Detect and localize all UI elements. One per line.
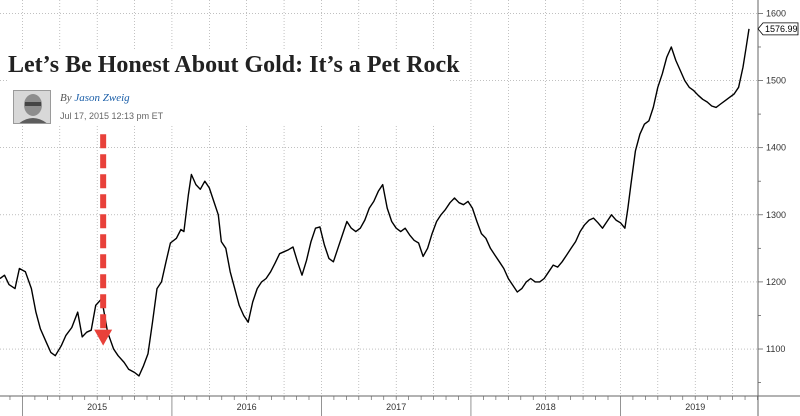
article-headline[interactable]: Let’s Be Honest About Gold: It’s a Pet R… bbox=[8, 52, 460, 78]
last-value-box bbox=[757, 22, 799, 36]
byline: By Jason Zweig bbox=[60, 92, 130, 104]
down-arrow-icon bbox=[94, 134, 113, 346]
x-tick-label: 2015 bbox=[87, 402, 107, 412]
author-link[interactable]: Jason Zweig bbox=[74, 92, 130, 104]
y-tick-label: 1100 bbox=[766, 344, 785, 354]
y-tick-label: 1500 bbox=[766, 76, 786, 86]
y-axis: 1100 1200 1300 1400 1500 1600 1576.99 bbox=[757, 0, 799, 416]
y-tick-label: 1400 bbox=[766, 143, 786, 153]
y-tick-label: 1600 bbox=[766, 8, 786, 18]
chart-series bbox=[0, 28, 750, 377]
byline-prefix: By bbox=[60, 92, 72, 104]
x-tick-label: 2018 bbox=[536, 402, 556, 412]
x-tick-label: 2016 bbox=[237, 402, 257, 412]
article-timestamp: Jul 17, 2015 12:13 pm ET bbox=[60, 111, 164, 121]
x-tick-label: 2019 bbox=[685, 402, 705, 412]
series-line bbox=[0, 28, 750, 377]
arrow-head bbox=[94, 329, 113, 346]
byline-row: By Jason Zweig Jul 17, 2015 12:13 pm ET bbox=[8, 90, 448, 124]
y-tick-label: 1200 bbox=[766, 277, 786, 287]
y-tick-label: 1300 bbox=[766, 210, 786, 220]
x-tick-label: 2017 bbox=[386, 402, 406, 412]
x-axis: 2015 2016 2017 2018 2019 bbox=[0, 395, 800, 416]
last-value-label: 1576.99 bbox=[765, 24, 798, 34]
author-photo-icon bbox=[13, 90, 51, 124]
article-header: Let’s Be Honest About Gold: It’s a Pet R… bbox=[8, 50, 460, 124]
